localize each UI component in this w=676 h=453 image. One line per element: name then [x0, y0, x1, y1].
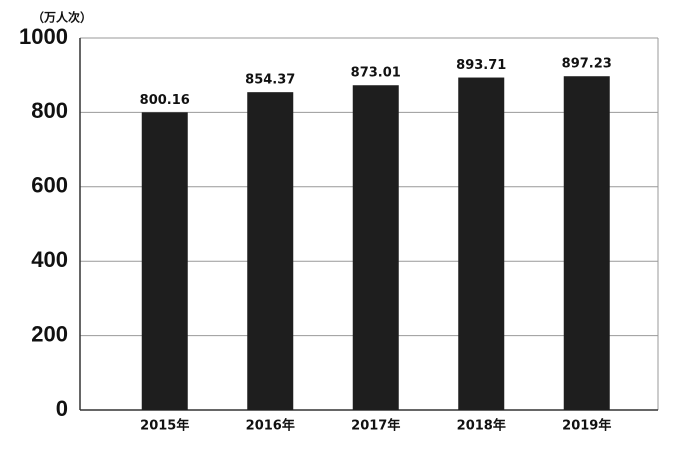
bar	[141, 112, 188, 410]
y-tick-label: 400	[31, 247, 68, 272]
y-tick-label: 1000	[19, 24, 68, 49]
unit-label: （万人次）	[32, 10, 92, 25]
value-label: 800.16	[140, 93, 190, 108]
y-tick-label: 800	[31, 98, 68, 123]
x-tick-label: 2017年	[351, 418, 400, 434]
y-tick-label: 0	[56, 396, 68, 421]
x-tick-label: 2018年	[457, 418, 506, 434]
value-label: 854.37	[245, 73, 295, 88]
bar	[458, 77, 505, 410]
y-tick-label: 600	[31, 173, 68, 198]
x-tick-label: 2019年	[562, 418, 611, 434]
value-label: 873.01	[351, 66, 401, 81]
value-label: 897.23	[562, 57, 612, 72]
bar	[563, 76, 610, 410]
value-label: 893.71	[456, 58, 506, 73]
x-tick-label: 2016年	[246, 418, 295, 434]
x-tick-label: 2015年	[140, 418, 189, 434]
bar	[352, 85, 399, 410]
bar	[247, 92, 294, 410]
y-tick-label: 200	[31, 321, 68, 346]
